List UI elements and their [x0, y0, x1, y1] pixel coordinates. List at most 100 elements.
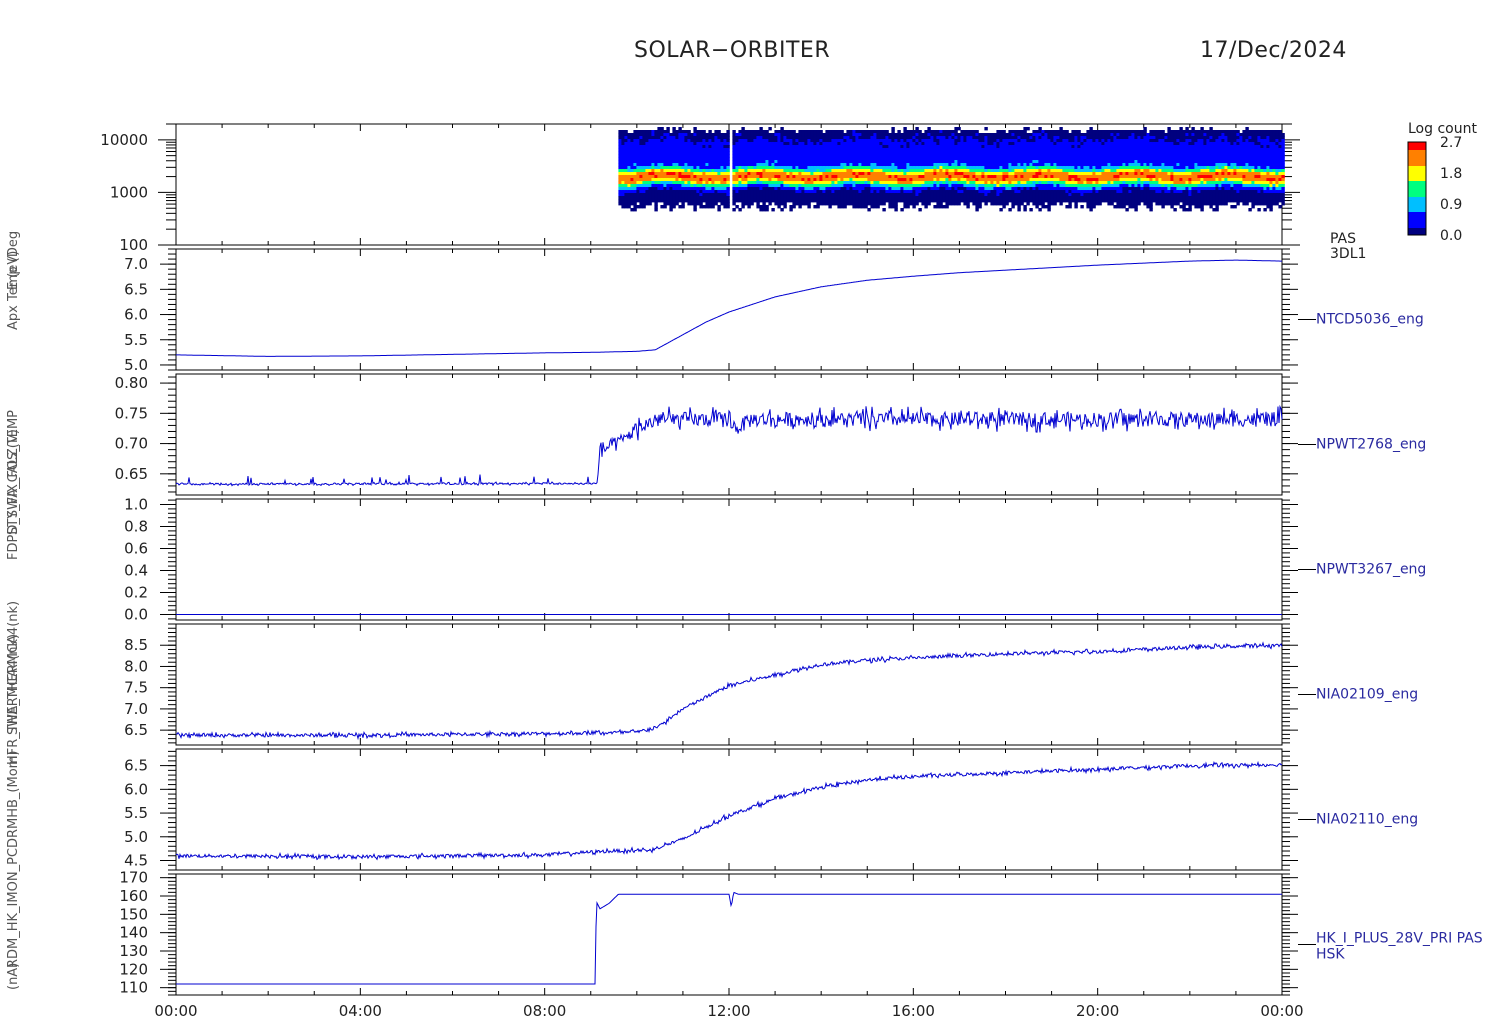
spectrogram-cell	[1089, 178, 1093, 182]
spectrogram-cell	[741, 181, 745, 185]
spectrogram-cell	[642, 136, 646, 140]
spectrogram-cell	[861, 133, 865, 137]
spectrogram-cell	[696, 136, 700, 140]
spectrogram-cell	[735, 133, 739, 137]
spectrogram-cell	[885, 160, 889, 164]
spectrogram-cell	[777, 184, 781, 188]
spectrogram-cell	[909, 133, 913, 137]
spectrogram-cell	[1092, 169, 1096, 173]
spectrogram-cell	[828, 190, 832, 194]
spectrogram-cell	[927, 151, 931, 155]
spectrogram-cell	[975, 154, 979, 158]
spectrogram-cell	[810, 160, 814, 164]
spectrogram-cell	[1104, 181, 1108, 185]
spectrogram-cell	[867, 139, 871, 143]
spectrogram-cell	[960, 172, 964, 176]
spectrogram-cell	[717, 175, 721, 179]
spectrogram-cell	[693, 133, 697, 137]
spectrogram-cell	[867, 175, 871, 179]
spectrogram-cell	[1005, 148, 1009, 152]
spectrogram-cell	[1071, 178, 1075, 182]
spectrogram-cell	[1011, 169, 1015, 173]
spectrogram-cell	[648, 190, 652, 194]
spectrogram-cell	[798, 205, 802, 209]
spectrogram-cell	[846, 154, 850, 158]
spectrogram-cell	[717, 166, 721, 170]
spectrogram-cell	[714, 166, 718, 170]
spectrogram-cell	[768, 175, 772, 179]
spectrogram-cell	[894, 157, 898, 161]
spectrogram-cell	[714, 142, 718, 146]
spectrogram-cell	[873, 148, 877, 152]
spectrogram-cell	[957, 139, 961, 143]
spectrogram-cell	[915, 184, 919, 188]
spectrogram-cell	[963, 163, 967, 167]
spectrogram-cell	[906, 160, 910, 164]
spectrogram-cell	[822, 193, 826, 197]
spectrogram-cell	[957, 145, 961, 149]
spectrogram-cell	[717, 163, 721, 167]
spectrogram-cell	[1002, 202, 1006, 206]
spectrogram-cell	[969, 199, 973, 203]
spectrogram-cell	[648, 139, 652, 143]
spectrogram-cell	[1002, 205, 1006, 209]
spectrogram-cell	[831, 160, 835, 164]
spectrogram-cell	[792, 175, 796, 179]
spectrogram-cell	[1077, 187, 1081, 191]
spectrogram-cell	[885, 151, 889, 155]
spectrogram-cell	[1056, 199, 1060, 203]
spectrogram-cell	[720, 139, 724, 143]
spectrogram-cell	[1044, 133, 1048, 137]
spectrogram-cell	[891, 151, 895, 155]
spectrogram-cell	[894, 142, 898, 146]
spectrogram-cell	[651, 178, 655, 182]
spectrogram-cell	[771, 148, 775, 152]
spectrogram-cell	[783, 175, 787, 179]
spectrogram-cell	[903, 193, 907, 197]
spectrogram-cell	[702, 136, 706, 140]
spectrogram-cell	[645, 142, 649, 146]
spectrogram-cell	[879, 136, 883, 140]
spectrogram-cell	[1047, 199, 1051, 203]
spectrogram-cell	[870, 193, 874, 197]
spectrogram-cell	[957, 187, 961, 191]
spectrogram-cell	[1038, 169, 1042, 173]
spectrogram-cell	[744, 199, 748, 203]
spectrogram-cell	[951, 157, 955, 161]
spectrogram-cell	[1023, 208, 1027, 212]
spectrogram-cell	[726, 193, 730, 197]
spectrogram-cell	[963, 196, 967, 200]
spectrogram-cell	[849, 133, 853, 137]
spectrogram-cell	[987, 154, 991, 158]
spectrogram-cell	[780, 166, 784, 170]
spectrogram-cell	[750, 166, 754, 170]
spectrogram-cell	[978, 151, 982, 155]
spectrogram-cell	[1104, 190, 1108, 194]
spectrogram-cell	[1038, 181, 1042, 185]
spectrogram-cell	[888, 136, 892, 140]
spectrogram-cell	[804, 187, 808, 191]
spectrogram-cell	[927, 190, 931, 194]
spectrogram-cell	[1032, 142, 1036, 146]
spectrogram-cell	[963, 157, 967, 161]
spectrogram-cell	[918, 199, 922, 203]
spectrogram-cell	[762, 187, 766, 191]
spectrogram-cell	[843, 187, 847, 191]
spectrogram-cell	[720, 160, 724, 164]
spectrogram-cell	[933, 151, 937, 155]
spectrogram-cell	[924, 154, 928, 158]
spectrogram-cell	[792, 166, 796, 170]
spectrogram-cell	[762, 184, 766, 188]
spectrogram-cell	[624, 151, 628, 155]
spectrogram-cell	[987, 160, 991, 164]
spectrogram-cell	[813, 145, 817, 149]
spectrogram-cell	[804, 139, 808, 143]
spectrogram-cell	[1023, 184, 1027, 188]
spectrogram-cell	[1056, 190, 1060, 194]
spectrogram-cell	[831, 178, 835, 182]
spectrogram-cell	[834, 166, 838, 170]
spectrogram-cell	[813, 133, 817, 137]
spectrogram-cell	[1044, 160, 1048, 164]
spectrogram-cell	[798, 130, 802, 134]
spectrogram-cell	[876, 184, 880, 188]
